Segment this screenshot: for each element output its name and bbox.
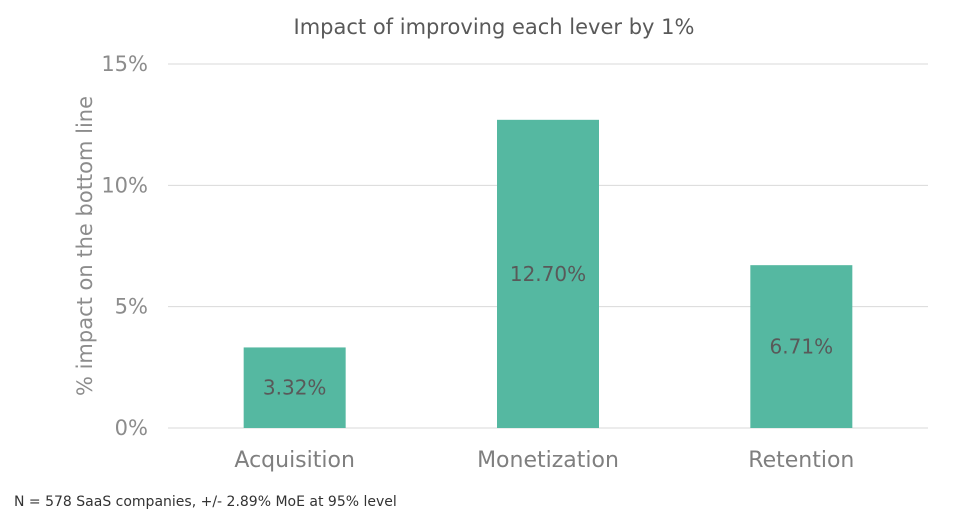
- data-label-acquisition: 3.32%: [263, 376, 327, 400]
- bar-acquisition: [243, 347, 346, 428]
- chart-title: Impact of improving each lever by 1%: [294, 15, 695, 39]
- x-tick-label-retention: Retention: [748, 448, 854, 473]
- x-tick-label-acquisition: Acquisition: [234, 448, 355, 473]
- x-tick-label-monetization: Monetization: [477, 448, 619, 473]
- y-tick-label: 10%: [101, 173, 148, 197]
- y-tick-labels: 0% 5% 10% 15%: [101, 52, 148, 440]
- y-tick-label: 5%: [115, 295, 148, 319]
- data-label-retention: 6.71%: [770, 335, 834, 359]
- bars: [243, 119, 853, 429]
- y-axis-label: % impact on the bottom line: [73, 96, 97, 396]
- bar-monetization: [497, 119, 599, 429]
- data-label-monetization: 12.70%: [510, 262, 586, 286]
- bar-retention: [750, 265, 853, 428]
- footnote: N = 578 SaaS companies, +/- 2.89% MoE at…: [14, 494, 397, 510]
- y-tick-label: 15%: [101, 52, 148, 76]
- y-tick-label: 0%: [115, 416, 148, 440]
- x-tick-labels: Acquisition Monetization Retention: [234, 448, 854, 473]
- data-labels: 3.32% 12.70% 6.71%: [263, 262, 833, 400]
